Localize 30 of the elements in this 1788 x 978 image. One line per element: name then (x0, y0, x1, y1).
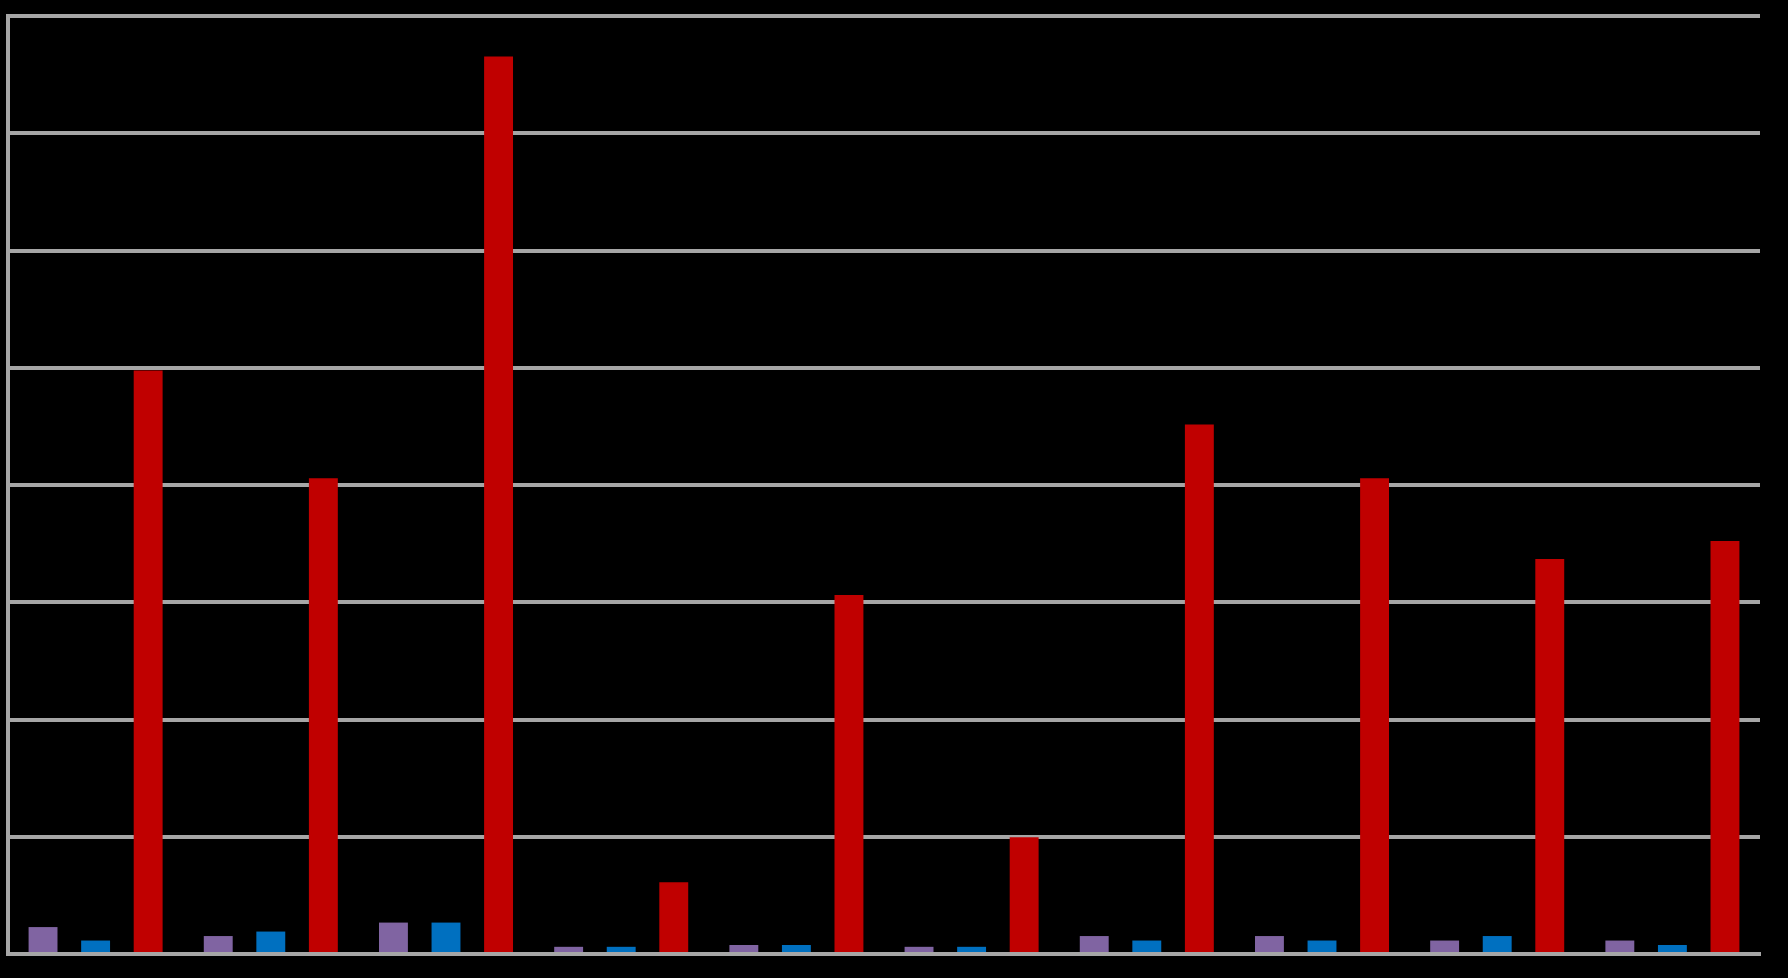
bar (431, 922, 461, 952)
bar (308, 478, 338, 952)
bar (1710, 541, 1740, 952)
bar (1079, 936, 1109, 952)
bar (606, 946, 636, 952)
bar (1307, 940, 1337, 952)
bar (133, 370, 163, 952)
bar (554, 946, 584, 952)
bar (834, 594, 864, 952)
bar (1482, 936, 1512, 952)
bar (1184, 424, 1214, 952)
bar (729, 945, 759, 952)
bar (1360, 478, 1390, 952)
bar (81, 940, 111, 952)
bar (1254, 936, 1284, 952)
bar (256, 931, 286, 952)
bar (1657, 945, 1687, 952)
bar (659, 882, 689, 952)
bar (1535, 559, 1565, 952)
bar (957, 946, 987, 952)
bar (1605, 940, 1635, 952)
bar (28, 927, 58, 952)
bar (1009, 837, 1039, 952)
bar (378, 922, 408, 952)
bar (203, 936, 233, 952)
bar (781, 945, 811, 952)
bar (904, 946, 934, 952)
bar (1430, 940, 1460, 952)
bar (484, 56, 514, 952)
bar (1132, 940, 1162, 952)
